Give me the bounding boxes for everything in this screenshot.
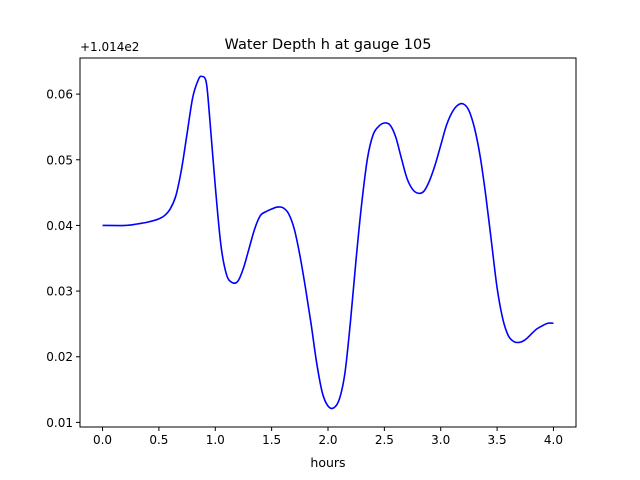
y-tick-label: 0.05 <box>46 153 73 167</box>
x-tick-label: 4.0 <box>544 433 563 447</box>
y-offset-label: +1.014e2 <box>80 40 139 54</box>
y-tick-label: 0.01 <box>46 416 73 430</box>
y-tick-label: 0.02 <box>46 350 73 364</box>
x-tick-label: 0.0 <box>93 433 112 447</box>
chart-title: Water Depth h at gauge 105 <box>225 37 432 53</box>
y-tick-label: 0.04 <box>46 219 73 233</box>
x-axis: 0.0 0.5 1.0 1.5 2.0 2.5 3.0 3.5 4.0 <box>93 427 563 447</box>
x-tick-label: 3.0 <box>431 433 450 447</box>
series-line <box>102 75 554 410</box>
x-tick-label: 0.5 <box>149 433 168 447</box>
y-tick-label: 0.06 <box>46 88 73 102</box>
x-tick-label: 2.0 <box>318 433 337 447</box>
x-tick-label: 1.5 <box>262 433 281 447</box>
x-tick-label: 3.5 <box>488 433 507 447</box>
y-axis: 0.01 0.02 0.03 0.04 0.05 0.06 <box>46 88 80 430</box>
series-layer <box>102 75 554 410</box>
x-axis-label: hours <box>310 455 345 470</box>
x-tick-label: 2.5 <box>375 433 394 447</box>
y-tick-label: 0.03 <box>46 285 73 299</box>
x-tick-label: 1.0 <box>206 433 225 447</box>
